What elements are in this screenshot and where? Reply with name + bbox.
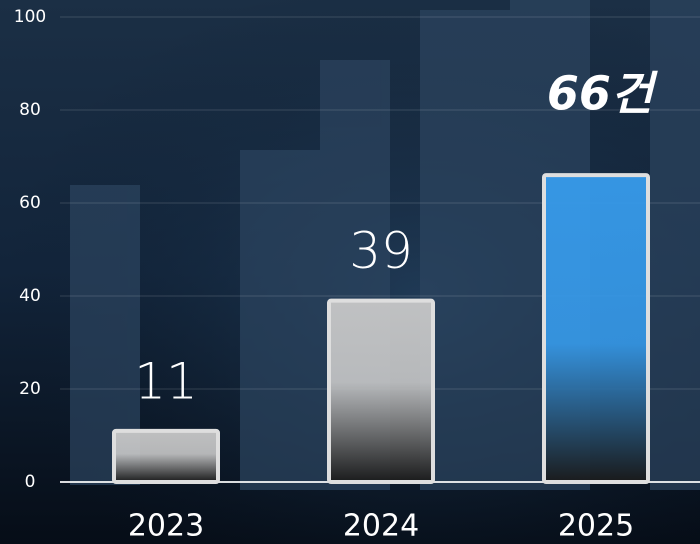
bar: [114, 431, 218, 482]
y-tick-label: 20: [19, 379, 41, 399]
bar: [544, 175, 648, 482]
chart: 0 20 40 60 80 100 2023 11 2024 39 2025 66건: [0, 0, 700, 544]
bar: [329, 301, 433, 482]
y-tick-label: 80: [19, 100, 41, 120]
value-label: 39: [349, 222, 413, 280]
value-label: 11: [134, 352, 198, 410]
x-tick-label: 2023: [128, 509, 204, 544]
y-tick-label: 0: [25, 472, 36, 492]
value-label: 66건: [547, 67, 658, 121]
y-tick-label: 100: [14, 7, 46, 27]
x-tick-label: 2025: [558, 509, 634, 544]
y-tick-label: 40: [19, 286, 41, 306]
y-tick-label: 60: [19, 193, 41, 213]
page: 020406080100202311202439202566건 (() => {…: [0, 0, 700, 544]
x-tick-label: 2024: [343, 509, 419, 544]
